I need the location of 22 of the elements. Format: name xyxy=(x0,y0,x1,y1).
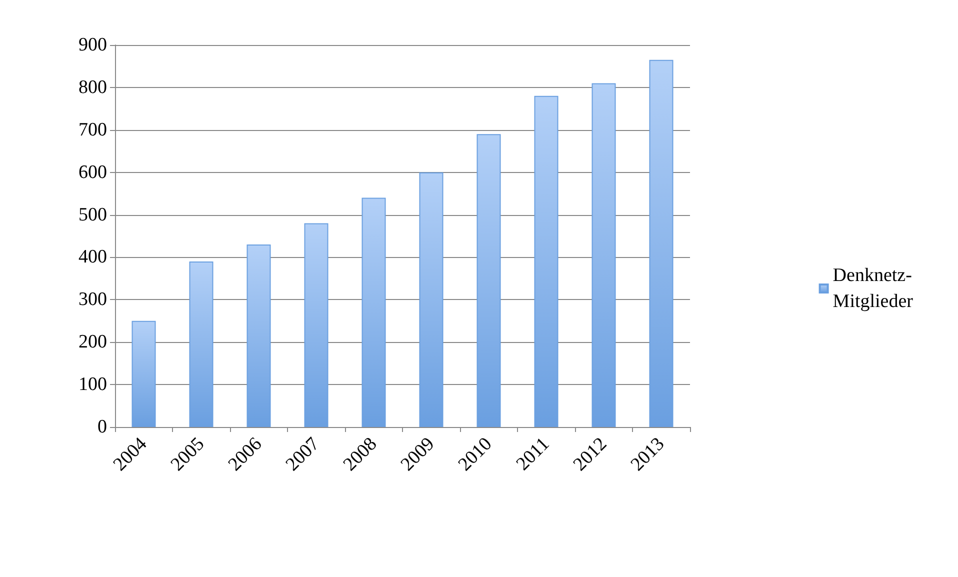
y-tick-label: 700 xyxy=(78,119,107,140)
bar xyxy=(246,244,271,427)
bar xyxy=(649,60,674,427)
y-tick-label: 200 xyxy=(78,332,107,353)
bar xyxy=(419,172,444,427)
bar xyxy=(132,320,156,427)
y-tick-label: 900 xyxy=(78,34,107,56)
bar xyxy=(534,96,558,427)
y-tick-label: 500 xyxy=(78,204,107,226)
bar xyxy=(189,261,214,427)
y-tick-label: 800 xyxy=(78,76,107,98)
y-tick-label: 100 xyxy=(78,374,107,396)
bar xyxy=(362,198,386,427)
bar xyxy=(592,83,616,427)
x-tick-label: 2011 xyxy=(512,434,554,475)
y-tick-label: 0 xyxy=(98,416,107,438)
y-tick-label: 600 xyxy=(78,162,107,183)
y-tick-label: 400 xyxy=(78,246,107,268)
bar xyxy=(304,223,328,427)
y-tick-label: 300 xyxy=(78,289,107,310)
bar xyxy=(476,134,501,427)
legend-label: Denknetz-Mitglieder xyxy=(832,265,914,312)
